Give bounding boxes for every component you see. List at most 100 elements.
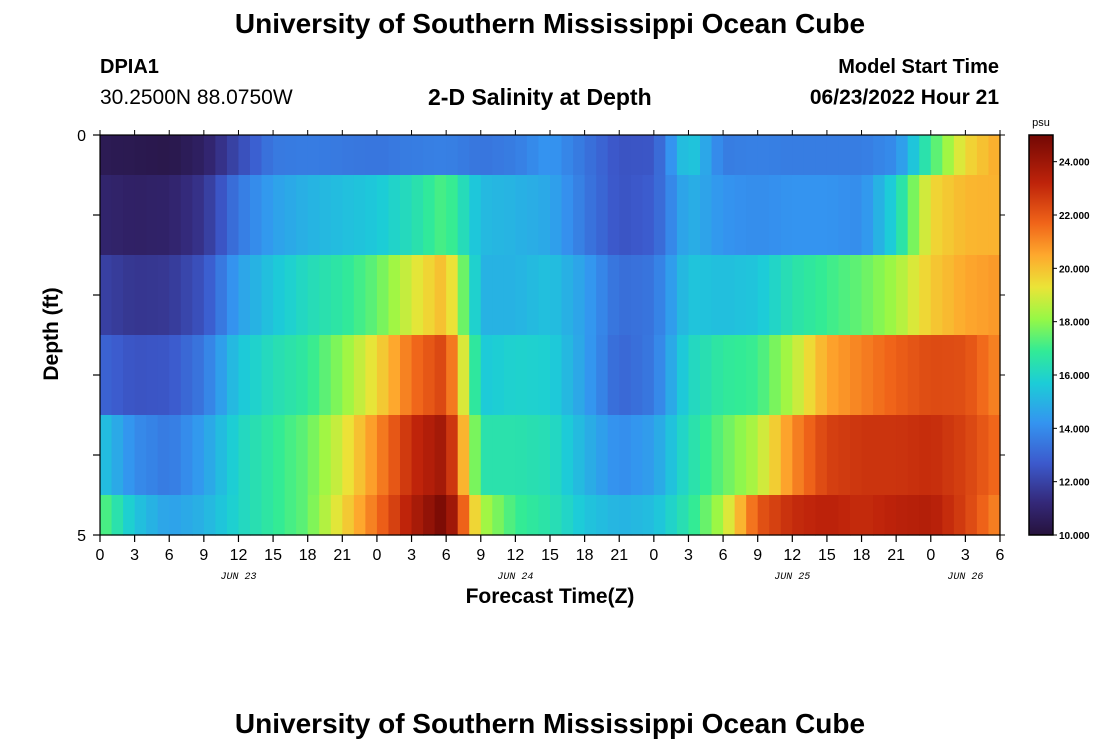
heatmap-cells — [100, 135, 1001, 536]
colorbar-tick-label: 22.000 — [1059, 211, 1090, 222]
heatmap-cell — [157, 175, 170, 256]
heatmap-cell — [873, 335, 886, 416]
date-label: JUN 23 — [220, 572, 256, 583]
heatmap-cell — [723, 255, 736, 336]
heatmap-cell — [203, 135, 216, 176]
date-label: JUN 25 — [774, 572, 810, 583]
x-tick-label: 6 — [442, 547, 451, 564]
heatmap-cell — [642, 415, 655, 496]
heatmap-cell — [815, 495, 828, 536]
heatmap-cell — [619, 175, 632, 256]
heatmap-cell — [353, 175, 366, 256]
heatmap-cell — [261, 255, 274, 336]
heatmap-cell — [515, 255, 528, 336]
heatmap-cell — [815, 415, 828, 496]
heatmap-cell — [861, 255, 874, 336]
heatmap-cell — [919, 495, 932, 536]
heatmap-cell — [480, 175, 493, 256]
heatmap-cell — [296, 495, 309, 536]
heatmap-cell — [965, 135, 978, 176]
heatmap-cell — [896, 335, 909, 416]
heatmap-cell — [884, 135, 897, 176]
heatmap-cell — [296, 175, 309, 256]
heatmap-cell — [930, 175, 943, 256]
station-id: DPIA1 — [100, 56, 159, 78]
heatmap-cell — [942, 335, 955, 416]
heatmap-cell — [907, 255, 920, 336]
heatmap-cell — [353, 415, 366, 496]
heatmap-cell — [976, 135, 990, 176]
heatmap-cell — [561, 255, 574, 336]
heatmap-cell — [423, 335, 436, 416]
heatmap-cell — [561, 415, 574, 496]
heatmap-cell — [653, 335, 666, 416]
heatmap-cell — [688, 335, 701, 416]
heatmap-cell — [203, 495, 216, 536]
heatmap-cell — [792, 135, 805, 176]
heatmap-cell — [111, 255, 124, 336]
heatmap-cell — [284, 335, 297, 416]
heatmap-cell — [780, 335, 793, 416]
x-tick-label: 21 — [610, 547, 628, 564]
heatmap-cell — [261, 495, 274, 536]
heatmap-cell — [296, 255, 309, 336]
heatmap-cell — [953, 135, 966, 176]
heatmap-cell — [226, 255, 240, 336]
heatmap-cell — [261, 175, 274, 256]
date-label: JUN 26 — [947, 572, 983, 583]
heatmap-cell — [873, 135, 886, 176]
heatmap-cell — [100, 415, 113, 496]
heatmap-cell — [400, 135, 413, 176]
heatmap-cell — [492, 415, 505, 496]
heatmap-cell — [630, 255, 643, 336]
heatmap-cell — [388, 135, 401, 176]
heatmap-cell — [711, 495, 724, 536]
heatmap-cell — [619, 415, 632, 496]
heatmap-cell — [538, 495, 551, 536]
heatmap-cell — [250, 495, 263, 536]
heatmap-cell — [296, 335, 309, 416]
heatmap-cell — [480, 495, 493, 536]
heatmap-cell — [307, 135, 320, 176]
heatmap-cell — [388, 255, 401, 336]
heatmap-cell — [711, 255, 724, 336]
heatmap-cell — [884, 255, 897, 336]
heatmap-cell — [676, 415, 690, 496]
heatmap-cell — [515, 495, 528, 536]
heatmap-cell — [873, 175, 886, 256]
heatmap-cell — [296, 135, 309, 176]
heatmap-cell — [526, 495, 540, 536]
heatmap-cell — [561, 175, 574, 256]
heatmap-cell — [988, 255, 1001, 336]
heatmap-cell — [146, 415, 159, 496]
heatmap-cell — [757, 255, 770, 336]
heatmap-cell — [400, 255, 413, 336]
heatmap-cell — [526, 175, 540, 256]
heatmap-cell — [838, 255, 851, 336]
heatmap-cell — [365, 255, 378, 336]
heatmap-cell — [457, 415, 470, 496]
heatmap-cell — [515, 335, 528, 416]
heatmap-cell — [792, 495, 805, 536]
heatmap-cell — [319, 175, 332, 256]
heatmap-cell — [896, 135, 909, 176]
heatmap-cell — [896, 495, 909, 536]
x-tick-label: 0 — [926, 547, 935, 564]
heatmap-cell — [988, 495, 1001, 536]
heatmap-cell — [826, 335, 840, 416]
heatmap-cell — [769, 415, 782, 496]
heatmap-cell — [919, 175, 932, 256]
heatmap-cell — [596, 335, 609, 416]
heatmap-cell — [976, 175, 990, 256]
heatmap-cell — [157, 495, 170, 536]
heatmap-cell — [826, 255, 840, 336]
heatmap-cell — [111, 415, 124, 496]
date-label: JUN 24 — [497, 572, 533, 583]
heatmap-cell — [792, 255, 805, 336]
heatmap-cell — [353, 495, 366, 536]
heatmap-cell — [723, 335, 736, 416]
heatmap-cell — [400, 415, 413, 496]
heatmap-cell — [284, 255, 297, 336]
heatmap-cell — [803, 495, 816, 536]
colorbar-tick-label: 18.000 — [1059, 318, 1090, 329]
